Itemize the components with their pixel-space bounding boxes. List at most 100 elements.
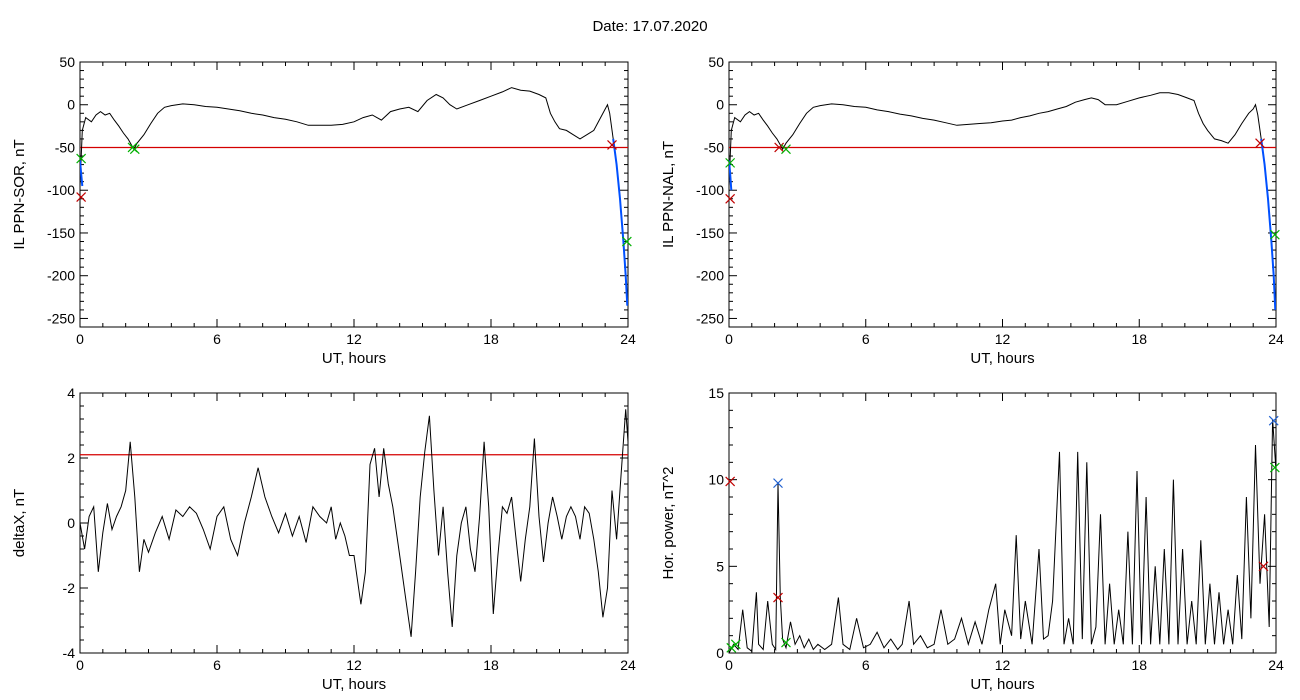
marker-green-8 [1269, 462, 1280, 473]
marker-green-5 [1269, 229, 1280, 240]
y-tick-label: 0 [67, 97, 75, 113]
y-tick-label: -150 [696, 225, 724, 241]
y-tick-label: 50 [59, 54, 75, 70]
x-tick-label: 24 [1268, 331, 1284, 347]
y-axis-label: IL PPN-SOR, nT [11, 139, 28, 249]
panel-il-ppn-sor: 0 6 12 18 24 -250 -200 -150 -100 -50 0 50 UT, hours I… [11, 54, 636, 367]
marker-stroke [621, 236, 632, 247]
x-tick-label: 12 [346, 331, 362, 347]
marker-stroke [607, 139, 617, 150]
y-tick-label: -100 [696, 182, 724, 198]
plot-frame [728, 392, 1277, 654]
plot-frame [79, 61, 629, 328]
marker-blue-3 [773, 478, 783, 489]
x-tick-label: 6 [213, 331, 221, 347]
y-tick-label: -250 [696, 310, 724, 326]
marker-stroke [726, 642, 737, 653]
panel-il-ppn-nal: 0 6 12 18 24 -250 -200 -150 -100 -50 0 50 UT, hours I… [660, 54, 1284, 367]
marker-stroke [1269, 462, 1280, 473]
marker-green-2 [730, 639, 741, 650]
marker-red-4 [773, 592, 783, 603]
x-tick-label: 18 [1131, 331, 1147, 347]
y-tick-label: -50 [704, 139, 724, 155]
x-tick-label: 12 [346, 657, 362, 673]
marker-stroke [129, 144, 140, 155]
series-line-0 [729, 92, 1276, 311]
marker-red-2 [607, 139, 617, 150]
series-line-0 [80, 87, 628, 306]
marker-red-3 [725, 193, 736, 204]
x-tick-label: 6 [213, 657, 221, 673]
expansion-segment-0 [80, 160, 84, 187]
x-tick-label: 12 [995, 331, 1011, 347]
y-tick-label: 4 [67, 385, 75, 401]
y-tick-label: 0 [716, 645, 724, 661]
y-axis-label: Hor. power, nT^2 [660, 467, 677, 580]
x-tick-label: 0 [725, 331, 733, 347]
panel-hor-power: 0 6 12 18 24 0 5 10 15 UT, hours Hor. power, nT^2 [660, 385, 1284, 693]
marker-red-7 [1258, 561, 1269, 572]
marker-green-3 [76, 153, 87, 164]
marker-stroke [76, 192, 87, 202]
x-axis-label: UT, hours [322, 676, 386, 693]
plot-frame [79, 392, 629, 654]
x-axis-label: UT, hours [970, 350, 1034, 367]
x-tick-label: 6 [862, 657, 870, 673]
marker-stroke [1269, 229, 1280, 240]
x-tick-label: 18 [483, 331, 499, 347]
marker-stroke [730, 639, 741, 650]
marker-stroke [774, 142, 785, 153]
y-tick-label: 5 [716, 558, 724, 574]
marker-stroke [76, 153, 87, 164]
y-tick-label: -200 [47, 268, 75, 284]
y-tick-label: 0 [716, 97, 724, 113]
marker-green-4 [725, 157, 736, 168]
x-tick-label: 12 [995, 657, 1011, 673]
y-tick-label: -50 [55, 139, 75, 155]
expansion-segment-1 [612, 138, 628, 306]
y-axis-label: deltaX, nT [11, 489, 28, 557]
marker-green-1 [129, 144, 140, 155]
date-title: Date: 17.07.2020 [592, 18, 708, 35]
marker-green-5 [781, 637, 791, 648]
y-tick-label: -200 [696, 268, 724, 284]
series-line-0 [80, 409, 628, 637]
marker-green-5 [621, 236, 632, 247]
marker-stroke [725, 193, 736, 204]
y-tick-label: -250 [47, 310, 75, 326]
marker-stroke [781, 637, 791, 648]
marker-stroke [1258, 561, 1269, 572]
x-axis-label: UT, hours [322, 350, 386, 367]
expansion-segment-1 [1260, 138, 1276, 310]
y-axis-label: IL PPN-NAL, nT [660, 141, 677, 248]
marker-blue-6 [1268, 415, 1279, 426]
y-tick-label: -150 [47, 225, 75, 241]
y-tick-label: -4 [63, 645, 76, 661]
expansion-segment-0 [729, 160, 733, 191]
x-tick-label: 24 [620, 657, 636, 673]
marker-stroke [1268, 415, 1279, 426]
y-tick-label: -2 [63, 580, 76, 596]
marker-red-4 [76, 192, 87, 202]
series-line-0 [729, 418, 1276, 653]
marker-red-2 [1255, 138, 1265, 149]
x-tick-label: 0 [725, 657, 733, 673]
y-tick-label: 10 [708, 472, 724, 488]
x-tick-label: 6 [862, 331, 870, 347]
x-axis-label: UT, hours [970, 676, 1034, 693]
marker-green-1 [781, 144, 791, 155]
marker-stroke [781, 144, 791, 155]
marker-stroke [725, 476, 736, 487]
marker-red-0 [774, 142, 785, 153]
marker-stroke [725, 157, 736, 168]
x-tick-label: 18 [1131, 657, 1147, 673]
x-tick-label: 24 [1268, 657, 1284, 673]
marker-stroke [773, 592, 783, 603]
x-tick-label: 24 [620, 331, 636, 347]
y-tick-label: 50 [708, 54, 724, 70]
marker-stroke [773, 478, 783, 489]
x-tick-label: 0 [76, 657, 84, 673]
y-tick-label: 0 [67, 515, 75, 531]
